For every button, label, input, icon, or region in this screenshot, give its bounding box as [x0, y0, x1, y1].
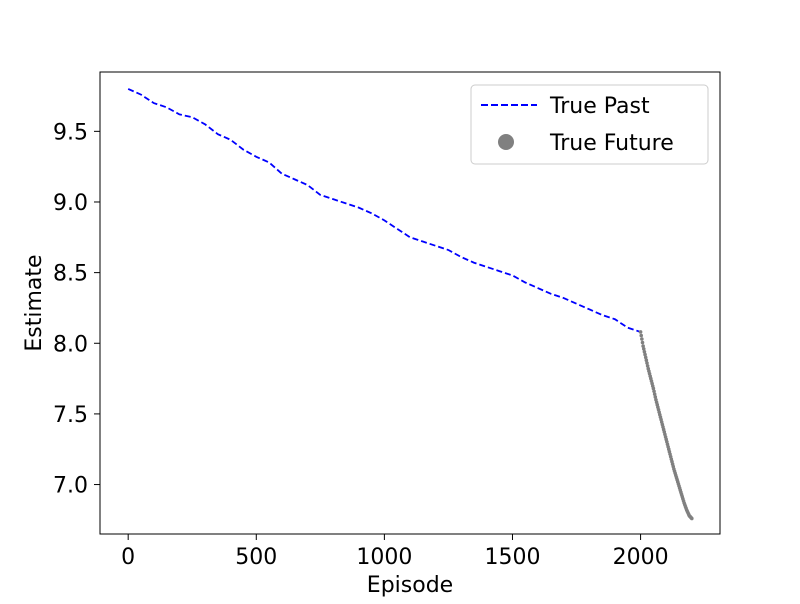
data-point — [641, 347, 646, 351]
data-point — [640, 340, 645, 345]
data-point — [652, 389, 656, 394]
series-true-past-line — [127, 88, 641, 333]
axis-ticks: 0 500 1000 1500 2000 7.0 7.5 8.0 8.5 9.0 9.5 — [53, 120, 669, 570]
x-tick-label: 2000 — [613, 545, 669, 570]
data-point — [641, 344, 645, 348]
y-axis-label: Estimate — [22, 254, 47, 351]
y-tick-label: 7.0 — [53, 474, 88, 499]
legend-true-future-swatch — [498, 134, 514, 150]
data-point — [640, 337, 644, 341]
data-point — [645, 361, 649, 365]
x-tick-label: 0 — [121, 545, 135, 570]
data-point — [652, 392, 657, 396]
y-tick-label: 9.5 — [53, 120, 88, 145]
data-point — [690, 516, 694, 521]
data-point — [643, 355, 648, 360]
y-tick-label: 8.5 — [53, 262, 88, 287]
data-point — [645, 364, 650, 368]
y-tick-label: 9.0 — [53, 191, 88, 216]
legend-true-past-label: True Past — [549, 94, 650, 119]
legend-true-future-label: True Future — [549, 131, 674, 156]
data-point — [638, 330, 643, 334]
plot-area — [127, 88, 694, 521]
y-tick-label: 8.0 — [53, 332, 88, 357]
x-axis-label: Episode — [367, 573, 453, 598]
x-tick-label: 1500 — [484, 545, 540, 570]
data-point — [643, 352, 647, 357]
data-point — [651, 386, 656, 391]
data-point — [644, 358, 649, 363]
data-point — [653, 395, 658, 399]
legend-box — [470, 84, 709, 165]
axes-frame — [99, 71, 721, 535]
data-point — [639, 333, 644, 338]
data-point — [642, 349, 647, 354]
y-tick-label: 7.5 — [53, 403, 88, 428]
legend: True Past True Future — [470, 84, 709, 165]
series-true-future-points — [638, 330, 694, 521]
x-tick-label: 500 — [235, 545, 277, 570]
x-tick-label: 1000 — [356, 545, 412, 570]
